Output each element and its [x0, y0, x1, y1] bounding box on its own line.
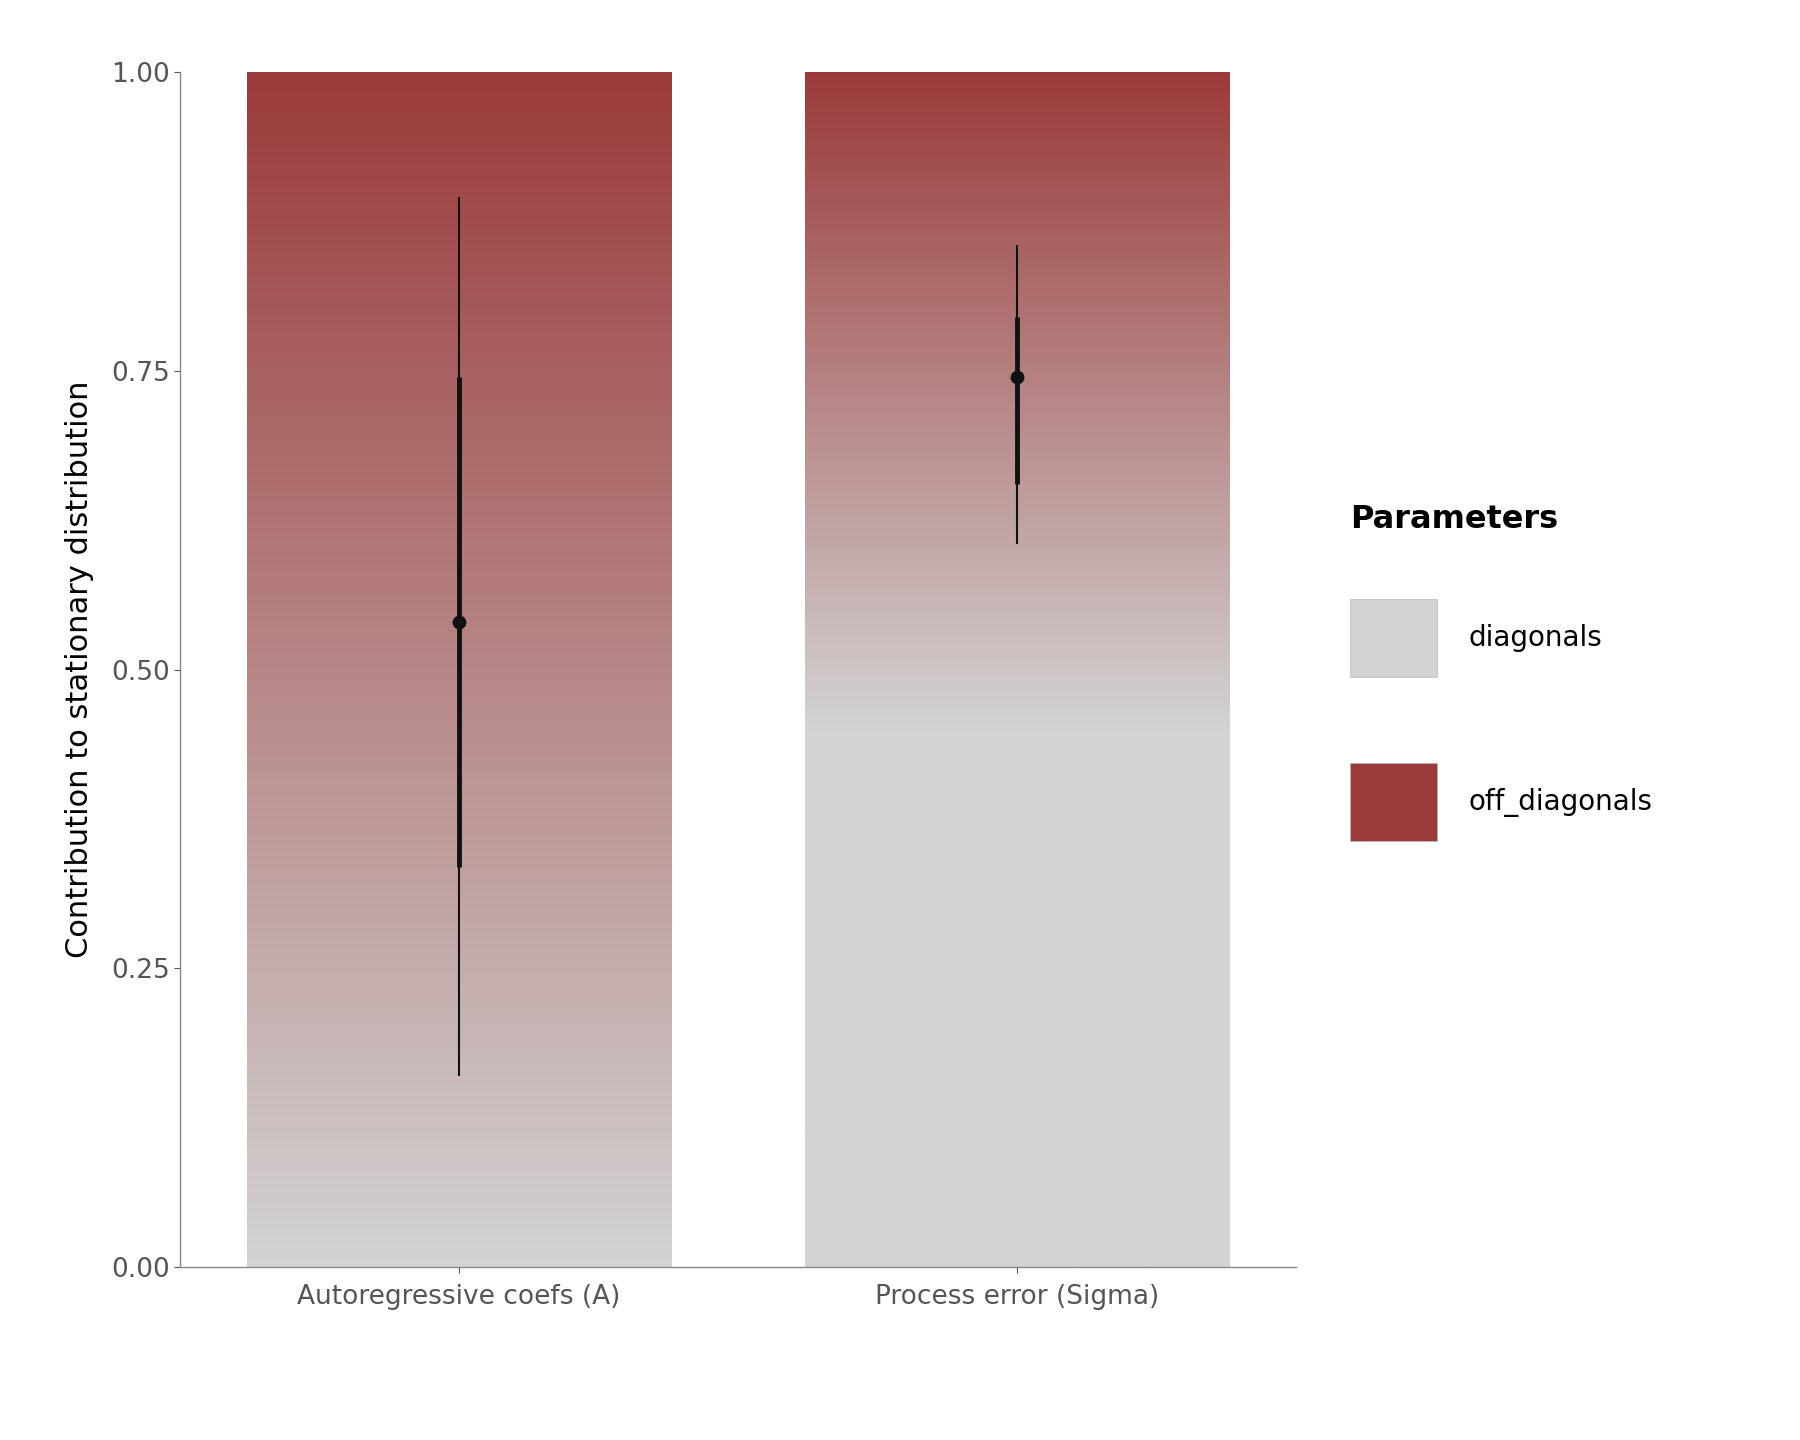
FancyBboxPatch shape [1350, 599, 1436, 677]
Point [445, 611, 473, 634]
Text: off_diagonals: off_diagonals [1469, 788, 1652, 816]
Text: diagonals: diagonals [1469, 624, 1602, 652]
Y-axis label: Contribution to stationary distribution: Contribution to stationary distribution [65, 380, 94, 959]
FancyBboxPatch shape [1350, 763, 1436, 841]
Point [1003, 366, 1031, 389]
Text: Parameters: Parameters [1350, 504, 1559, 536]
